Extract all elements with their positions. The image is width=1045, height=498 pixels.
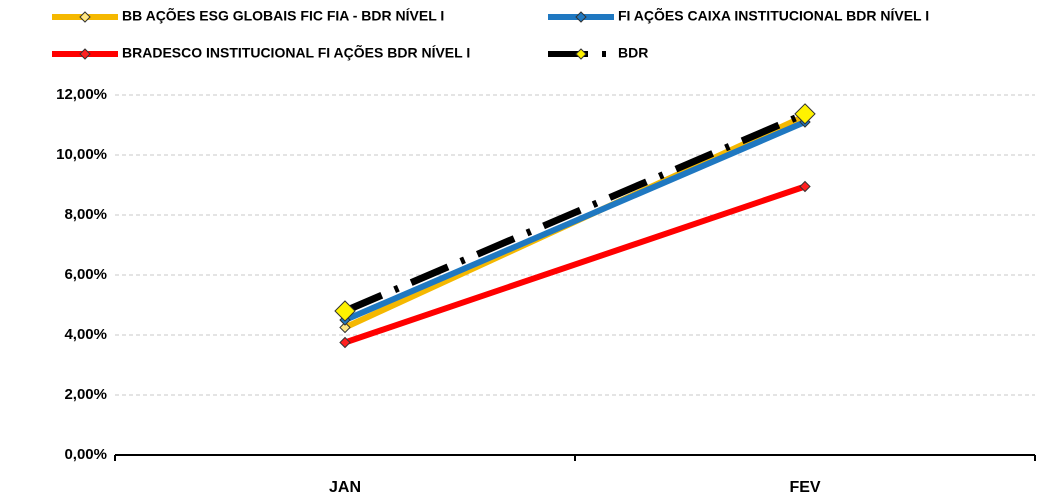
marker [799, 180, 811, 193]
legend-label: FI AÇÕES CAIXA INSTITUCIONAL BDR NÍVEL I [618, 7, 929, 24]
legend-label: BRADESCO INSTITUCIONAL FI AÇÕES BDR NÍVE… [122, 44, 470, 61]
legend-label: BB AÇÕES ESG GLOBAIS FIC FIA - BDR NÍVEL… [122, 7, 444, 24]
series-line [343, 119, 807, 323]
marker [339, 321, 351, 334]
x-tick-label: FEV [789, 479, 820, 496]
y-tick-label: 6,00% [64, 266, 107, 283]
legend-marker [79, 48, 91, 60]
legend-label: BDR [618, 45, 648, 61]
marker [339, 336, 351, 349]
y-tick-label: 8,00% [64, 206, 107, 223]
legend-marker [575, 11, 587, 23]
series-line [344, 183, 806, 346]
legend-marker [79, 11, 91, 23]
y-tick-label: 10,00% [56, 146, 107, 163]
x-tick-label: JAN [329, 479, 361, 496]
marker [334, 300, 356, 322]
legend-marker [575, 48, 587, 60]
y-tick-label: 4,00% [64, 326, 107, 343]
series-line [343, 110, 807, 315]
marker [794, 103, 816, 125]
y-tick-label: 0,00% [64, 446, 107, 463]
y-tick-label: 2,00% [64, 386, 107, 403]
y-tick-label: 12,00% [56, 86, 107, 103]
